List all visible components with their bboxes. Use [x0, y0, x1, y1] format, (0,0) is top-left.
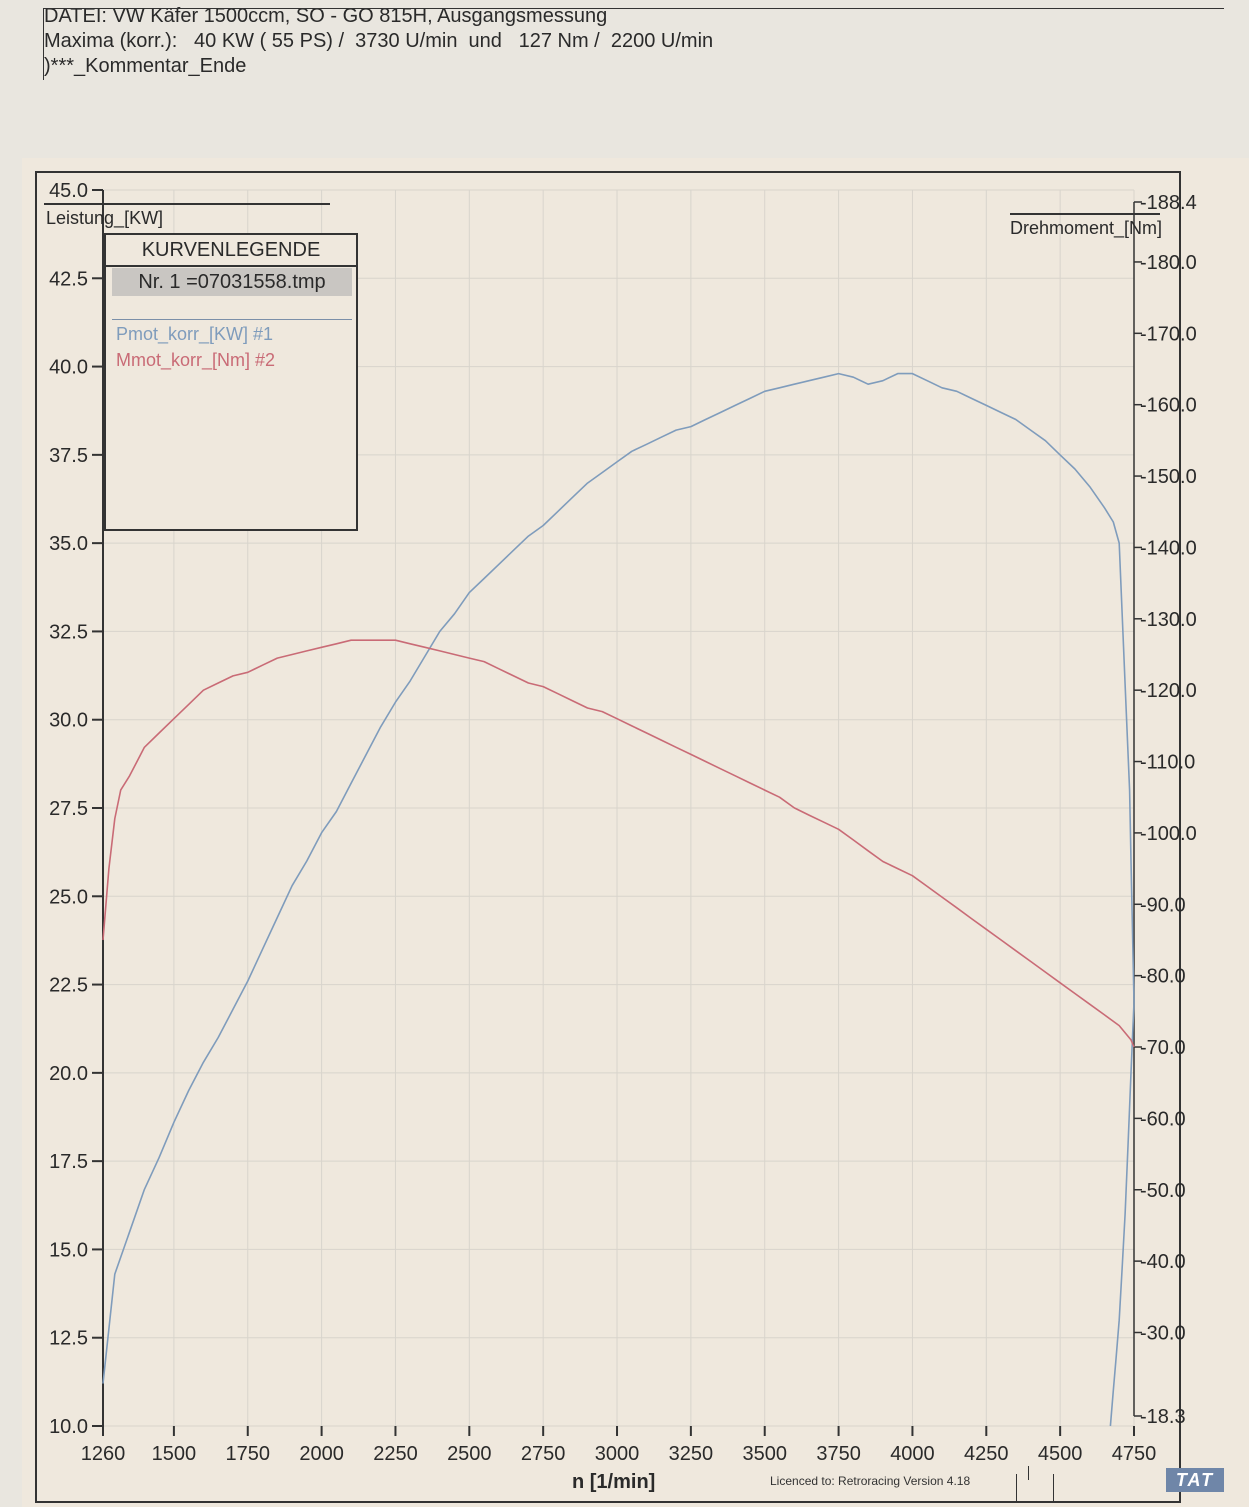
x-tick-label: 3250 [669, 1443, 714, 1465]
header-file-line: DATEI: VW Käfer 1500ccm, SO - GO 815H, A… [44, 5, 608, 27]
licence-text: Licenced to: Retroracing Version 4.18 [770, 1474, 971, 1488]
right-tick-label: -70.0 [1140, 1037, 1186, 1059]
left-tick-label: 27.5 [49, 798, 88, 820]
x-tick-label: 3000 [595, 1443, 640, 1465]
left-tick-label: 42.5 [49, 268, 88, 290]
left-tick-label: 45.0 [49, 180, 88, 202]
x-tick-label: 4750 [1112, 1443, 1157, 1465]
right-tick-label: -170.0 [1140, 323, 1197, 345]
legend-file-entry[interactable]: Nr. 1 =07031558.tmp [112, 268, 352, 296]
tat-logo: TAT [1166, 1468, 1224, 1492]
x-tick-label: 4000 [890, 1443, 935, 1465]
torque-series-line [102, 639, 1135, 1048]
right-tick-label: -80.0 [1140, 966, 1186, 988]
right-tick-label: -120.0 [1140, 680, 1197, 702]
x-tick-label: 2000 [299, 1443, 344, 1465]
right-tick-label: -110.0 [1140, 752, 1195, 774]
footer-box [1016, 1474, 1054, 1503]
chart-frame [35, 171, 1181, 1503]
left-tick-label: 40.0 [49, 357, 88, 379]
legend-series-power: Pmot_korr_[KW] #1 [116, 324, 274, 344]
right-tick-label: -140.0 [1140, 537, 1197, 559]
left-tick-label: 17.5 [49, 1151, 88, 1173]
x-tick-label: 4250 [964, 1443, 1009, 1465]
power-series-line [102, 372, 1135, 1427]
header-left-rule [43, 8, 44, 80]
left-axis-ticks: 10.0 12.5 15.0 17.5 20.0 22.5 25.0 27.5 30.0 32.5… [49, 180, 103, 1438]
left-axis-title: Leistung_[KW] [46, 208, 163, 229]
left-tick-label: 15.0 [49, 1239, 88, 1261]
x-axis-ticks: 1260 1500 1750 2000 2250 2500 2750 3000 3250 3500… [81, 1426, 1157, 1465]
curve-legend: KURVENLEGENDE Nr. 1 =07031558.tmp Pmot_k… [103, 233, 358, 531]
right-tick-label: -30.0 [1140, 1322, 1186, 1344]
x-tick-label: 4500 [1038, 1443, 1083, 1465]
footer-tick [1028, 1466, 1029, 1480]
right-tick-label: -50.0 [1140, 1180, 1186, 1202]
x-axis-title: n [1/min] [572, 1471, 655, 1493]
right-tick-label: -160.0 [1140, 395, 1197, 417]
x-tick-label: 3500 [742, 1443, 787, 1465]
left-tick-label: 12.5 [49, 1328, 88, 1350]
right-tick-label: -18.3 [1140, 1406, 1186, 1428]
left-tick-label: 20.0 [49, 1063, 88, 1085]
right-axis-title: Drehmoment_[Nm] [1010, 218, 1162, 239]
right-tick-label: -188.4 [1140, 192, 1197, 214]
header-rule [44, 8, 1224, 9]
x-tick-label: 1750 [226, 1443, 271, 1465]
x-tick-label: 2250 [373, 1443, 418, 1465]
right-tick-label: -150.0 [1140, 466, 1197, 488]
right-axis-ticks: -18.3 -30.0 -40.0 -50.0 -60.0 -70.0 -80.0 -90.0… [1134, 192, 1197, 1428]
series-layer [102, 372, 1135, 1427]
header-comment-line: )***_Kommentar_Ende [44, 55, 247, 77]
left-tick-label: 10.0 [49, 1416, 88, 1438]
x-tick-label: 2750 [521, 1443, 566, 1465]
right-tick-label: -60.0 [1140, 1108, 1186, 1130]
left-tick-label: 35.0 [49, 533, 88, 555]
right-tick-label: -130.0 [1140, 609, 1197, 631]
legend-series-torque: Mmot_korr_[Nm] #2 [116, 350, 276, 370]
header-maxima-line: Maxima (korr.): 40 KW ( 55 PS) / 3730 U/… [44, 30, 714, 52]
legend-separator [112, 319, 352, 320]
left-tick-label: 37.5 [49, 445, 88, 467]
right-tick-label: -40.0 [1140, 1251, 1186, 1273]
right-tick-label: -90.0 [1140, 894, 1186, 916]
legend-title: KURVENLEGENDE [106, 235, 356, 267]
x-tick-label: 2500 [447, 1443, 492, 1465]
header: DATEI: VW Käfer 1500ccm, SO - GO 815H, A… [44, 4, 713, 79]
right-tick-label: -100.0 [1140, 823, 1197, 845]
left-tick-label: 25.0 [49, 886, 88, 908]
right-tick-label: -180.0 [1140, 252, 1197, 274]
x-tick-label: 3750 [816, 1443, 861, 1465]
x-tick-label: 1260 [81, 1443, 126, 1465]
left-tick-label: 32.5 [49, 621, 88, 643]
left-tick-label: 30.0 [49, 710, 88, 732]
left-tick-label: 22.5 [49, 975, 88, 997]
x-tick-label: 1500 [152, 1443, 197, 1465]
